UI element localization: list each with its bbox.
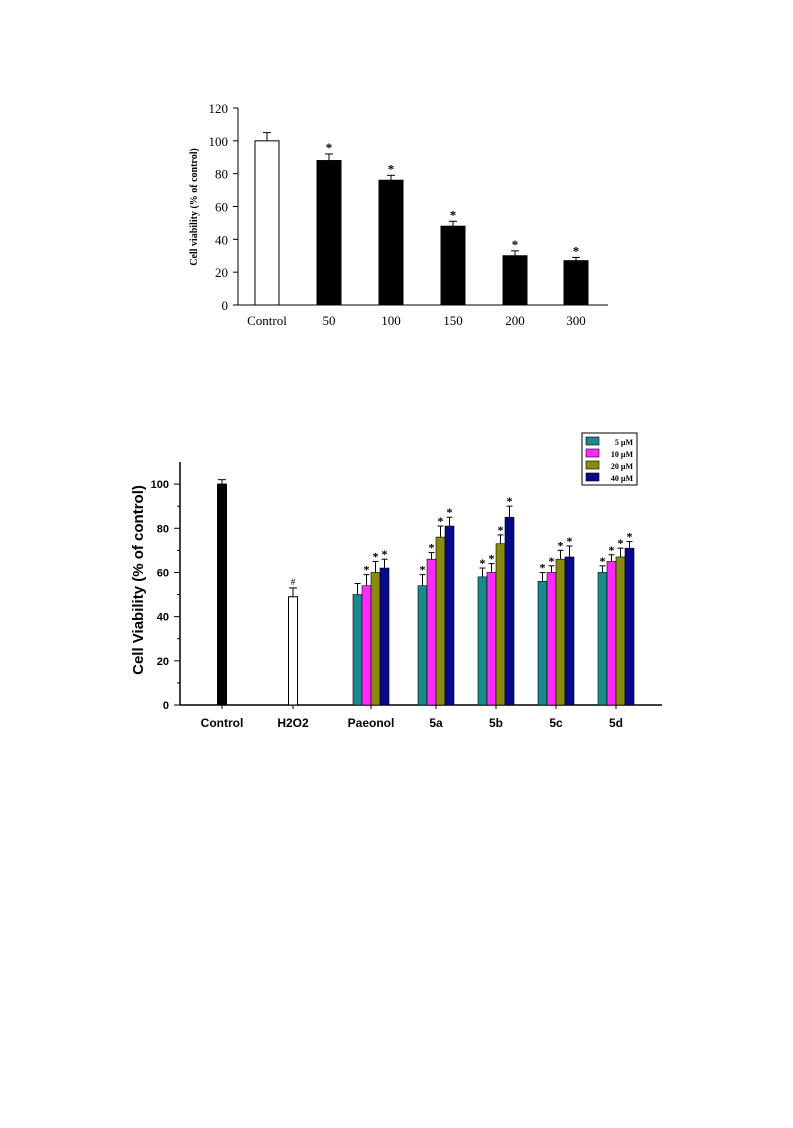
bar	[477, 576, 488, 706]
significance-mark: *	[326, 140, 333, 155]
bar	[440, 225, 466, 306]
bar	[379, 567, 390, 706]
x-tick-label: 5c	[549, 716, 563, 730]
bar	[288, 596, 298, 706]
chart-viability-concentration: 0 20 40 60 80 100 120 Cell viability (% of cont…	[189, 101, 608, 328]
x-tick-label: 300	[566, 313, 586, 328]
y-tick-label: 100	[151, 479, 169, 491]
y-tick-label: 60	[215, 200, 228, 215]
x-tick-label: 50	[323, 313, 336, 328]
significance-mark: *	[573, 243, 580, 258]
bar	[606, 561, 617, 706]
bar	[316, 160, 342, 306]
y-tick-label: 80	[215, 167, 228, 182]
significance-mark: *	[540, 560, 546, 574]
chart-viability-compounds: 0 20 40 60 80 100 Cell Viability (% of control…	[130, 432, 662, 730]
x-tick-label: Control	[247, 313, 287, 328]
bar	[597, 572, 608, 706]
y-tick-label: 100	[209, 134, 229, 149]
significance-mark: *	[618, 536, 624, 550]
significance-mark: *	[609, 543, 615, 557]
significance-mark: *	[382, 547, 388, 561]
significance-mark: *	[364, 563, 370, 577]
significance-mark: *	[627, 530, 633, 544]
x-tick-label: Paeonol	[348, 716, 395, 730]
bar	[444, 525, 455, 706]
bar	[352, 594, 363, 706]
significance-mark: #	[291, 577, 296, 587]
bar	[486, 572, 497, 706]
significance-mark: *	[420, 563, 426, 577]
bar	[546, 572, 557, 706]
significance-mark: *	[567, 534, 573, 548]
x-tick-label: H2O2	[277, 716, 309, 730]
y-tick-label: 60	[157, 567, 169, 579]
significance-mark: *	[373, 549, 379, 563]
x-tick-label: 5a	[429, 716, 443, 730]
bar	[555, 558, 566, 706]
bar	[624, 547, 635, 706]
y-tick-label: 40	[215, 232, 228, 247]
bar	[217, 483, 227, 706]
significance-mark: *	[480, 556, 486, 570]
bar	[370, 572, 381, 706]
bar	[361, 585, 372, 706]
bar	[254, 140, 280, 306]
legend-label: 40 μM	[611, 474, 634, 483]
y-tick-label: 80	[157, 523, 169, 535]
bar	[563, 260, 589, 306]
y-axis-label: Cell Viability (% of control)	[130, 485, 147, 675]
x-tick-label: 200	[505, 313, 525, 328]
y-tick-label: 0	[163, 700, 169, 712]
significance-mark: *	[450, 207, 457, 222]
significance-mark: *	[388, 161, 395, 176]
significance-mark: *	[498, 523, 504, 537]
bar	[502, 255, 528, 306]
significance-mark: *	[507, 494, 513, 508]
legend-swatch	[585, 472, 600, 482]
significance-mark: *	[549, 554, 555, 568]
x-tick-label: 5b	[489, 716, 503, 730]
significance-mark: *	[429, 541, 435, 555]
legend-label: 10 μM	[611, 450, 634, 459]
significance-mark: *	[447, 505, 453, 519]
significance-mark: *	[438, 514, 444, 528]
x-tick-label: 5d	[609, 716, 623, 730]
legend-label: 20 μM	[611, 462, 634, 471]
significance-mark: *	[512, 237, 519, 252]
x-tick-label: Control	[201, 716, 244, 730]
y-tick-label: 20	[157, 656, 169, 668]
y-tick-label: 20	[215, 265, 228, 280]
bar	[378, 179, 404, 306]
legend-label: 5 μM	[615, 438, 634, 447]
bar	[426, 558, 437, 706]
x-tick-label: 150	[443, 313, 463, 328]
bar	[495, 543, 506, 706]
y-axis-label: Cell viability (% of control)	[189, 148, 200, 266]
bar	[504, 516, 515, 706]
significance-mark: *	[489, 552, 495, 566]
significance-mark: *	[558, 538, 564, 552]
y-tick-label: 0	[222, 298, 229, 313]
legend-swatch	[585, 436, 600, 446]
bar	[615, 556, 626, 706]
legend-swatch	[585, 460, 600, 470]
legend: 5 μM 10 μM 20 μM 40 μM	[581, 432, 638, 486]
y-tick-label: 120	[209, 101, 229, 116]
significance-mark: *	[600, 554, 606, 568]
legend-swatch	[585, 448, 600, 458]
bar	[537, 580, 548, 706]
x-tick-label: 100	[381, 313, 401, 328]
bar	[564, 556, 575, 706]
bar	[417, 585, 428, 706]
bar	[435, 536, 446, 706]
y-tick-label: 40	[157, 612, 169, 624]
